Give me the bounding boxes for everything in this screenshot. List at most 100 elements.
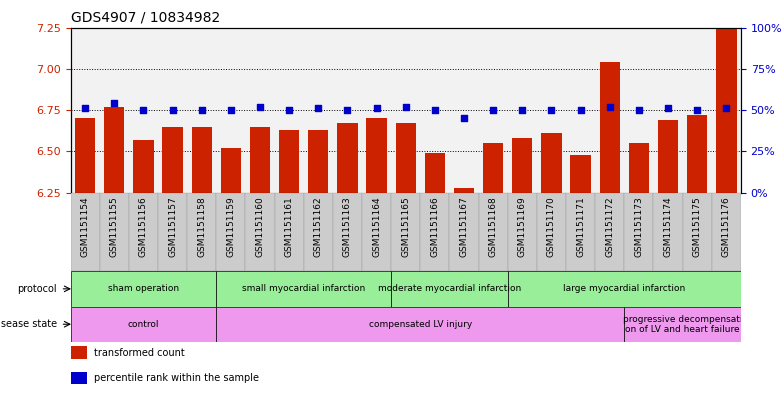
Text: GSM1151161: GSM1151161 [285, 196, 294, 257]
Bar [712, 193, 741, 271]
Text: GSM1151162: GSM1151162 [314, 196, 323, 257]
Bar [566, 193, 595, 271]
Text: sham operation: sham operation [108, 285, 179, 293]
Bar [483, 143, 503, 193]
Text: transformed count: transformed count [94, 348, 185, 358]
Bar [683, 193, 712, 271]
Text: GSM1151172: GSM1151172 [605, 196, 614, 257]
Point [399, 104, 412, 110]
Bar [600, 62, 620, 193]
Bar [71, 371, 87, 384]
Text: compensated LV injury: compensated LV injury [368, 320, 472, 329]
Bar [337, 123, 358, 193]
Bar [216, 271, 391, 307]
Bar [537, 28, 566, 193]
Bar [362, 193, 391, 271]
Text: GSM1151163: GSM1151163 [343, 196, 352, 257]
Text: GSM1151173: GSM1151173 [634, 196, 644, 257]
Bar [187, 193, 216, 271]
Point [341, 107, 354, 113]
Point [458, 115, 470, 121]
Bar [129, 193, 158, 271]
Bar [158, 28, 187, 193]
Text: GSM1151154: GSM1151154 [81, 196, 89, 257]
Bar [391, 193, 420, 271]
Point [545, 107, 557, 113]
Text: protocol: protocol [17, 284, 57, 294]
Text: GSM1151174: GSM1151174 [663, 196, 673, 257]
Text: GSM1151166: GSM1151166 [430, 196, 439, 257]
Bar [454, 187, 474, 193]
Point [166, 107, 179, 113]
Bar [100, 28, 129, 193]
Bar [508, 193, 537, 271]
Bar [595, 28, 624, 193]
Text: GSM1151169: GSM1151169 [517, 196, 527, 257]
Bar [71, 28, 100, 193]
Point [720, 105, 732, 112]
Point [254, 104, 267, 110]
Bar [104, 107, 125, 193]
Bar [250, 127, 270, 193]
Bar [245, 193, 274, 271]
Point [283, 107, 296, 113]
Text: GSM1151168: GSM1151168 [488, 196, 498, 257]
Text: disease state: disease state [0, 319, 57, 329]
Bar [279, 130, 299, 193]
Bar [333, 28, 362, 193]
Text: GSM1151171: GSM1151171 [576, 196, 585, 257]
Point [108, 100, 121, 107]
Bar [129, 28, 158, 193]
Bar [308, 130, 328, 193]
Point [604, 104, 616, 110]
Bar [274, 28, 303, 193]
Bar [391, 28, 420, 193]
Bar [624, 193, 653, 271]
Bar [158, 193, 187, 271]
Text: GSM1151176: GSM1151176 [722, 196, 731, 257]
Bar [191, 127, 212, 193]
Bar [366, 118, 387, 193]
Bar [566, 28, 595, 193]
Bar [420, 28, 449, 193]
Text: progressive decompensati
on of LV and heart failure: progressive decompensati on of LV and he… [622, 314, 742, 334]
Bar [395, 123, 416, 193]
Bar [712, 28, 741, 193]
Point [370, 105, 383, 112]
Text: large myocardial infarction: large myocardial infarction [563, 285, 685, 293]
Point [195, 107, 208, 113]
Point [429, 107, 441, 113]
Bar [303, 28, 333, 193]
Bar [425, 153, 445, 193]
Text: control: control [128, 320, 159, 329]
Bar [449, 28, 478, 193]
Point [224, 107, 237, 113]
Text: small myocardial infarction: small myocardial infarction [242, 285, 365, 293]
Bar [512, 138, 532, 193]
Text: GSM1151175: GSM1151175 [692, 196, 702, 257]
Bar [508, 28, 537, 193]
Bar [274, 193, 303, 271]
Text: GSM1151155: GSM1151155 [110, 196, 119, 257]
Text: GDS4907 / 10834982: GDS4907 / 10834982 [71, 11, 220, 25]
Bar [683, 28, 712, 193]
Text: moderate myocardial infarction: moderate myocardial infarction [378, 285, 521, 293]
Bar [216, 307, 624, 342]
Point [79, 105, 92, 112]
Bar [333, 193, 362, 271]
Bar [624, 307, 741, 342]
Bar [100, 193, 129, 271]
Bar [658, 120, 678, 193]
Bar [595, 193, 624, 271]
Text: GSM1151167: GSM1151167 [459, 196, 469, 257]
Point [312, 105, 325, 112]
Bar [75, 118, 96, 193]
Bar [187, 28, 216, 193]
Text: GSM1151164: GSM1151164 [372, 196, 381, 257]
Bar [541, 133, 561, 193]
Text: GSM1151157: GSM1151157 [168, 196, 177, 257]
Point [516, 107, 528, 113]
Text: GSM1151156: GSM1151156 [139, 196, 148, 257]
Point [487, 107, 499, 113]
Text: GSM1151158: GSM1151158 [198, 196, 206, 257]
